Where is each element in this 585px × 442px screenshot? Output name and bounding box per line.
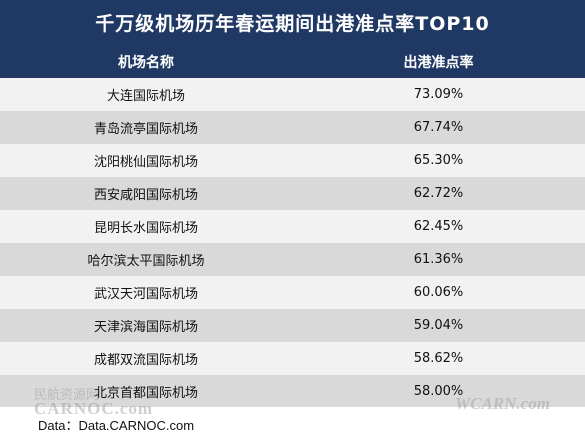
ranking-table: 机场名称 出港准点率 大连国际机场 73.09% 青岛流亭国际机场 67.74%… — [0, 45, 585, 408]
table-row: 西安咸阳国际机场 62.72% — [0, 177, 585, 210]
airport-name-cell: 青岛流亭国际机场 — [93, 122, 198, 137]
rate-cell: 58.00% — [413, 384, 464, 399]
rate-cell: 59.04% — [413, 318, 464, 333]
table-row: 大连国际机场 73.09% — [0, 78, 585, 111]
title-text: 千万级机场历年春运期间出港准点率TOP10 — [95, 13, 490, 35]
table-header-row: 机场名称 出港准点率 — [0, 45, 585, 78]
data-source: Data：Data.CARNOC.com — [38, 418, 195, 433]
airport-name-cell: 天津滨海国际机场 — [93, 320, 198, 335]
airport-name-cell: 昆明长水国际机场 — [93, 221, 198, 236]
rate-cell: 73.09% — [413, 87, 464, 102]
page-title: 千万级机场历年春运期间出港准点率TOP10 — [0, 0, 585, 45]
table-row: 北京首都国际机场 58.00% — [0, 375, 585, 408]
header-departure-rate: 出港准点率 — [403, 54, 474, 71]
airport-name-cell: 沈阳桃仙国际机场 — [93, 155, 198, 170]
rate-cell: 61.36% — [413, 252, 464, 267]
rate-cell: 60.06% — [413, 285, 464, 300]
airport-name-cell: 武汉天河国际机场 — [93, 287, 198, 302]
table-row: 武汉天河国际机场 60.06% — [0, 276, 585, 309]
airport-name-cell: 哈尔滨太平国际机场 — [87, 254, 205, 269]
airport-name-cell: 西安咸阳国际机场 — [93, 188, 198, 203]
table-row: 哈尔滨太平国际机场 61.36% — [0, 243, 585, 276]
footer: Data：Data.CARNOC.com — [0, 407, 585, 442]
table-row: 沈阳桃仙国际机场 65.30% — [0, 144, 585, 177]
table-row: 青岛流亭国际机场 67.74% — [0, 111, 585, 144]
airport-name-cell: 成都双流国际机场 — [93, 353, 198, 368]
rate-cell: 58.62% — [413, 351, 464, 366]
table-row: 天津滨海国际机场 59.04% — [0, 309, 585, 342]
airport-name-cell: 大连国际机场 — [106, 89, 185, 104]
airport-name-cell: 北京首都国际机场 — [93, 386, 198, 401]
table-row: 成都双流国际机场 58.62% — [0, 342, 585, 375]
header-airport-name: 机场名称 — [118, 54, 174, 71]
table-row: 昆明长水国际机场 62.45% — [0, 210, 585, 243]
rate-cell: 65.30% — [413, 153, 464, 168]
rate-cell: 62.45% — [413, 219, 464, 234]
rate-cell: 67.74% — [413, 120, 464, 135]
rate-cell: 62.72% — [413, 186, 464, 201]
